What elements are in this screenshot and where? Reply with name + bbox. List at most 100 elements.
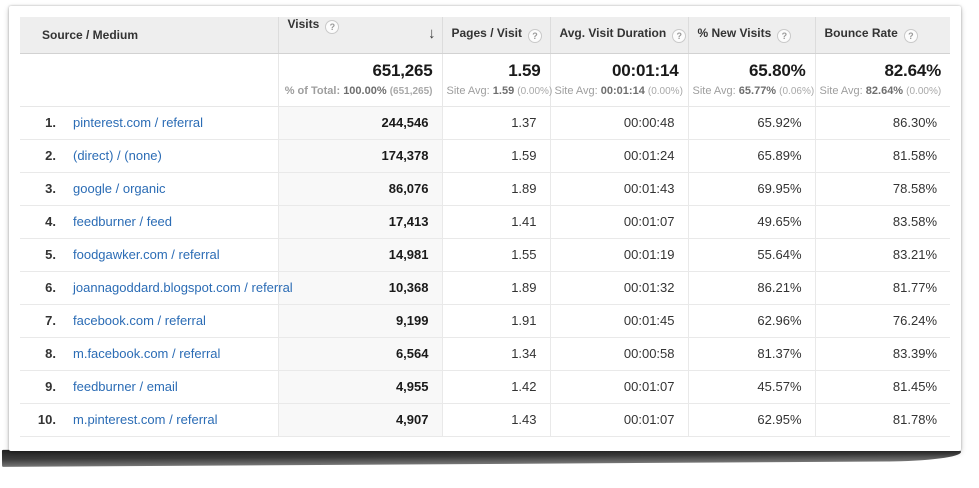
pct-new-visits-value: 65.92% (687, 106, 815, 140)
summary-value: 65.80% (749, 60, 806, 80)
help-icon[interactable]: ? (527, 29, 542, 44)
pages-visit-value: 1.55 (441, 238, 550, 272)
summary-sub-label: % of Total: (284, 84, 341, 97)
visits-value: 6,564 (277, 337, 442, 371)
bounce-rate-value: 81.45% (814, 370, 950, 404)
visits-value: 86,076 (277, 172, 442, 206)
avg-visit-duration-value: 00:01:07 (549, 370, 688, 404)
row-rank: 1. (45, 115, 56, 130)
source-link[interactable]: feedburner / email (73, 379, 178, 394)
column-header-bounce-rate[interactable]: Bounce Rate? (814, 17, 950, 54)
avg-visit-duration-value: 00:01:32 (549, 271, 688, 305)
row-rank: 8. (45, 346, 56, 361)
help-icon[interactable]: ? (777, 29, 792, 44)
bounce-rate-value: 78.58% (814, 172, 950, 206)
source-link[interactable]: joannagoddard.blogspot.com / referral (73, 280, 293, 295)
column-label: Source / Medium (42, 27, 139, 42)
summary-sub-value: 82.64% (865, 84, 904, 97)
source-link[interactable]: google / organic (73, 181, 166, 196)
summary-visits: 651,265 % of Total: 100.00% (651,265) (277, 53, 442, 107)
visits-value: 174,378 (277, 139, 442, 173)
help-icon[interactable]: ? (672, 29, 687, 44)
avg-visit-duration-value: 00:01:43 (549, 172, 688, 206)
pages-visit-value: 1.37 (441, 106, 550, 140)
table-row: 6. joannagoddard.blogspot.com / referral … (20, 271, 950, 305)
summary-pages-visit: 1.59 Site Avg: 1.59 (0.00%) (441, 53, 553, 107)
summary-sub-label: Site Avg: (446, 84, 490, 97)
help-icon[interactable]: ? (903, 29, 918, 44)
help-icon[interactable]: ? (325, 20, 340, 35)
row-rank: 10. (37, 412, 56, 427)
table-row: 5. foodgawker.com / referral 14,981 1.55 … (20, 238, 950, 272)
table-row: 1. pinterest.com / referral 244,546 1.37 … (20, 106, 950, 140)
pct-new-visits-value: 55.64% (687, 238, 815, 272)
table-row: 4. feedburner / feed 17,413 1.41 00:01:07… (20, 205, 950, 239)
bounce-rate-value: 81.77% (814, 271, 950, 305)
summary-sub-note: (0.00%) (647, 85, 683, 97)
summary-sub-value: 1.59 (492, 84, 515, 97)
source-link[interactable]: pinterest.com / referral (73, 115, 204, 130)
summary-source-empty (20, 53, 278, 107)
summary-value: 1.59 (508, 60, 541, 80)
pages-visit-value: 1.91 (441, 304, 550, 338)
row-rank: 3. (45, 181, 56, 196)
summary-row: 651,265 % of Total: 100.00% (651,265) 1.… (20, 53, 950, 107)
avg-visit-duration-value: 00:01:07 (549, 205, 688, 239)
column-label: Visits (287, 17, 320, 32)
column-header-visits[interactable]: ↓ Visits? (277, 17, 442, 54)
summary-sub-value: 00:01:14 (600, 84, 645, 97)
table-row: 8. m.facebook.com / referral 6,564 1.34 0… (20, 337, 950, 371)
column-label: % New Visits (697, 26, 772, 41)
summary-sub-note: (0.06%) (779, 85, 815, 97)
summary-pct-new-visits: 65.80% Site Avg: 65.77% (0.06%) (687, 53, 815, 107)
summary-visits-total: 651,265 (372, 60, 433, 80)
summary-value: 00:01:14 (612, 60, 679, 80)
bounce-rate-value: 81.78% (814, 403, 950, 437)
column-header-pct-new-visits[interactable]: % New Visits? (687, 17, 815, 54)
source-link[interactable]: feedburner / feed (73, 214, 173, 229)
pages-visit-value: 1.89 (441, 172, 550, 206)
source-link[interactable]: facebook.com / referral (73, 313, 206, 328)
column-header-pages-visit[interactable]: Pages / Visit? (441, 17, 550, 54)
summary-value: 82.64% (884, 60, 942, 80)
bounce-rate-value: 83.21% (814, 238, 950, 272)
summary-sub-note: (651,265) (389, 85, 433, 97)
pct-new-visits-value: 81.37% (687, 337, 815, 371)
source-link[interactable]: foodgawker.com / referral (73, 247, 220, 262)
report-card: Source / Medium ↓ Visits? Pages / Visit?… (9, 6, 961, 451)
row-rank: 4. (45, 214, 56, 229)
pages-visit-value: 1.43 (441, 403, 550, 437)
row-rank: 9. (45, 379, 56, 394)
bounce-rate-value: 83.58% (814, 205, 950, 239)
visits-value: 4,907 (277, 403, 442, 437)
source-link[interactable]: m.facebook.com / referral (73, 346, 221, 361)
header-row: Source / Medium ↓ Visits? Pages / Visit?… (20, 17, 950, 54)
summary-sub-note: (0.00%) (906, 85, 942, 97)
summary-sub-value: 100.00% (343, 84, 387, 97)
pages-visit-value: 1.89 (441, 271, 550, 305)
summary-sub-label: Site Avg: (819, 84, 863, 97)
pct-new-visits-value: 45.57% (687, 370, 815, 404)
avg-visit-duration-value: 00:00:58 (549, 337, 688, 371)
sort-descending-icon: ↓ (428, 25, 436, 43)
bounce-rate-value: 83.39% (814, 337, 950, 371)
pct-new-visits-value: 86.21% (687, 271, 815, 305)
avg-visit-duration-value: 00:01:07 (549, 403, 688, 437)
summary-sub-note: (0.00%) (517, 85, 553, 97)
column-label: Avg. Visit Duration (559, 26, 667, 41)
table-row: 3. google / organic 86,076 1.89 00:01:43 … (20, 172, 950, 206)
source-link[interactable]: (direct) / (none) (73, 148, 162, 163)
source-medium-table: Source / Medium ↓ Visits? Pages / Visit?… (20, 17, 950, 437)
column-header-source-medium[interactable]: Source / Medium (20, 17, 278, 54)
table-row: 7. facebook.com / referral 9,199 1.91 00:… (20, 304, 950, 338)
source-link[interactable]: m.pinterest.com / referral (73, 412, 218, 427)
pages-visit-value: 1.34 (441, 337, 550, 371)
pct-new-visits-value: 69.95% (687, 172, 815, 206)
visits-value: 244,546 (277, 106, 442, 140)
column-header-avg-visit-duration[interactable]: Avg. Visit Duration? (549, 17, 688, 54)
avg-visit-duration-value: 00:00:48 (549, 106, 688, 140)
pct-new-visits-value: 49.65% (687, 205, 815, 239)
bounce-rate-value: 86.30% (814, 106, 950, 140)
summary-sub-label: Site Avg: (554, 84, 598, 97)
